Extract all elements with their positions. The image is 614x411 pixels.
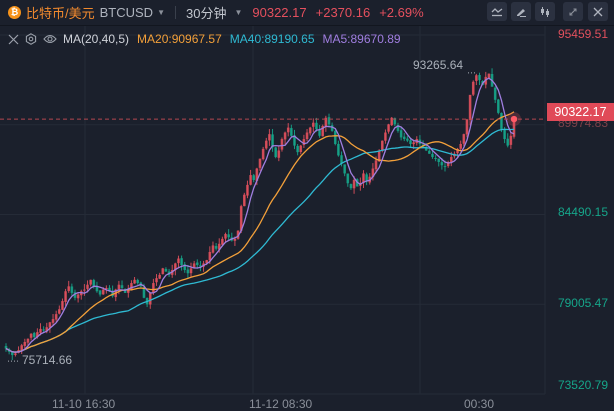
- price-change: +2370.16: [315, 4, 371, 20]
- pencil-icon: [517, 8, 526, 17]
- header-divider: [0, 25, 614, 26]
- symbol-name-cn[interactable]: 比特币/美元: [26, 5, 95, 21]
- y-axis-label: 95459.51: [557, 27, 608, 41]
- interval-dropdown-chevron-icon[interactable]: ▼: [234, 7, 243, 17]
- ma5-value: MA5:89670.89: [322, 32, 401, 46]
- indicator-legend: MA(20,40,5) MA20:90967.57 MA40:89190.65 …: [8, 31, 401, 47]
- fullscreen-button[interactable]: [563, 2, 583, 21]
- y-axis-label: 79005.47: [557, 296, 608, 310]
- current-price-tag: 90322.17: [547, 103, 614, 121]
- bitcoin-icon: ₿: [8, 5, 21, 19]
- x-axis-label: 00:30: [464, 397, 495, 411]
- close-icon: [593, 7, 603, 16]
- candlestick-chart[interactable]: [0, 26, 614, 411]
- low-price-annotation: 75714.66: [22, 353, 73, 367]
- expand-icon: [569, 8, 577, 15]
- indicator-button[interactable]: [487, 2, 507, 21]
- symbol-code[interactable]: BTCUSD: [99, 4, 154, 20]
- close-button[interactable]: [588, 2, 608, 21]
- y-axis-label: 84490.15: [557, 205, 608, 219]
- high-price-annotation: 93265.64: [413, 58, 464, 72]
- indicator-name: MA(20,40,5): [63, 32, 130, 46]
- settings-icon[interactable]: [25, 33, 37, 45]
- y-axis-label: 73520.79: [557, 378, 608, 392]
- interval-selector[interactable]: 30分钟: [186, 5, 227, 21]
- ma20-value: MA20:90967.57: [137, 32, 222, 46]
- symbol-header: ₿ 比特币/美元 BTCUSD ▼ 30分钟 ▼ 90322.17 +2370.…: [0, 0, 614, 24]
- visibility-eye-icon[interactable]: [43, 34, 57, 44]
- x-axis-label: 11-12 08:30: [249, 397, 313, 411]
- ma40-value: MA40:89190.65: [229, 32, 315, 46]
- chart-type-button[interactable]: [535, 2, 555, 21]
- remove-indicator-icon[interactable]: [8, 34, 19, 45]
- draw-button[interactable]: [511, 2, 531, 21]
- divider: [175, 5, 176, 19]
- x-axis-label: 11-10 16:30: [52, 397, 116, 411]
- price-change-percent: +2.69%: [379, 4, 424, 20]
- symbol-dropdown-chevron-icon[interactable]: ▼: [157, 7, 165, 17]
- indicator-icon: [491, 7, 503, 16]
- last-price: 90322.17: [252, 4, 307, 20]
- candlestick-icon: [541, 6, 549, 17]
